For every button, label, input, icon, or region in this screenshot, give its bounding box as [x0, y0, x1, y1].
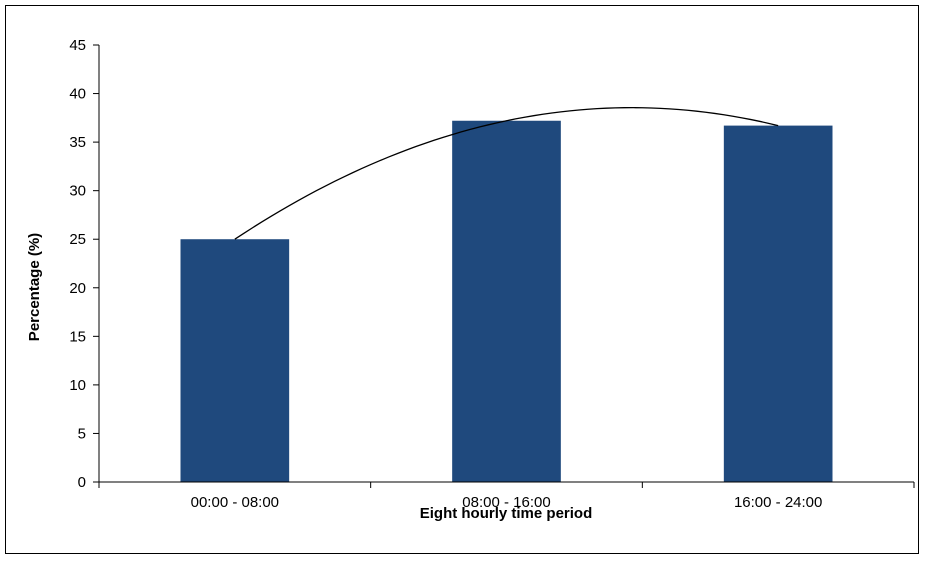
- y-tick-label-0: 0: [78, 474, 86, 491]
- y-tick-label-20: 20: [69, 280, 86, 297]
- y-tick-label-45: 45: [69, 37, 86, 54]
- y-tick-label-35: 35: [69, 134, 86, 151]
- bar-1: [180, 239, 290, 482]
- y-ticks-layer: 0 5 10 15 20 25 30 35 40 45: [69, 37, 99, 491]
- bars-layer: [180, 120, 833, 482]
- y-tick-label-15: 15: [69, 328, 86, 345]
- x-ticks-layer: 00:00 - 08:00 08:00 - 16:00 16:00 - 24:00: [98, 482, 915, 511]
- x-tick-label-3: 16:00 - 24:00: [734, 494, 822, 511]
- bar-2: [452, 120, 561, 482]
- y-axis-title: Percentage (%): [26, 233, 43, 341]
- x-tick-label-2: 08:00 - 16:00: [462, 494, 550, 511]
- y-tick-label-25: 25: [69, 231, 86, 248]
- y-tick-label-5: 5: [78, 425, 86, 442]
- y-tick-label-40: 40: [69, 86, 86, 103]
- x-tick-label-1: 00:00 - 08:00: [191, 494, 279, 511]
- x-axis-title: Eight hourly time period: [420, 505, 593, 522]
- bar-3: [723, 125, 833, 482]
- y-tick-label-10: 10: [69, 377, 86, 394]
- y-tick-label-30: 30: [69, 183, 86, 200]
- trendline: [234, 107, 779, 240]
